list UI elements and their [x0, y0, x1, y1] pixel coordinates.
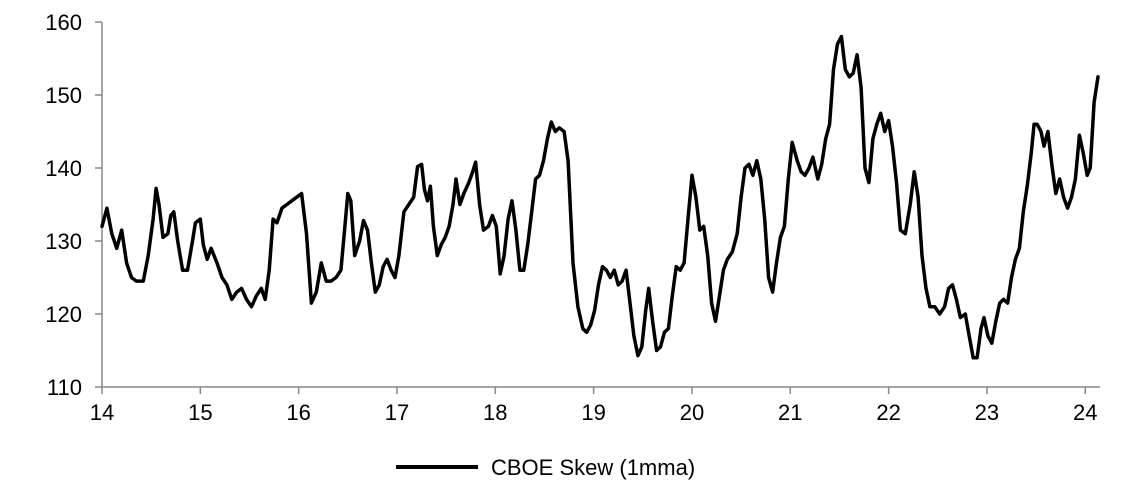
x-tick-label: 19 — [581, 400, 605, 425]
x-tick-label: 24 — [1073, 400, 1097, 425]
y-tick-label: 160 — [45, 10, 82, 35]
x-tick-label: 18 — [483, 400, 507, 425]
x-tick-label: 17 — [385, 400, 409, 425]
x-tick-label: 20 — [680, 400, 704, 425]
y-tick-label: 150 — [45, 83, 82, 108]
x-tick-label: 23 — [975, 400, 999, 425]
axes — [101, 22, 1100, 388]
x-tick-label: 22 — [876, 400, 900, 425]
x-tick-label: 15 — [188, 400, 212, 425]
y-tick-label: 120 — [45, 302, 82, 327]
y-axis-labels: 110 120 130 140 150 160 — [45, 10, 82, 400]
y-tick-label: 130 — [45, 229, 82, 254]
y-tick-label: 140 — [45, 156, 82, 181]
y-tick-label: 110 — [47, 375, 82, 400]
x-tick-label: 21 — [778, 400, 802, 425]
series-line — [100, 34, 1100, 360]
x-axis-labels: 14 15 16 17 18 19 20 21 22 23 24 — [90, 400, 1098, 425]
series — [100, 34, 1100, 360]
x-tick-label: 16 — [286, 400, 310, 425]
legend-label: CBOE Skew (1mma) — [491, 455, 695, 480]
tick-marks — [95, 21, 1087, 394]
legend: CBOE Skew (1mma) — [396, 455, 695, 480]
x-tick-label: 14 — [90, 400, 114, 425]
